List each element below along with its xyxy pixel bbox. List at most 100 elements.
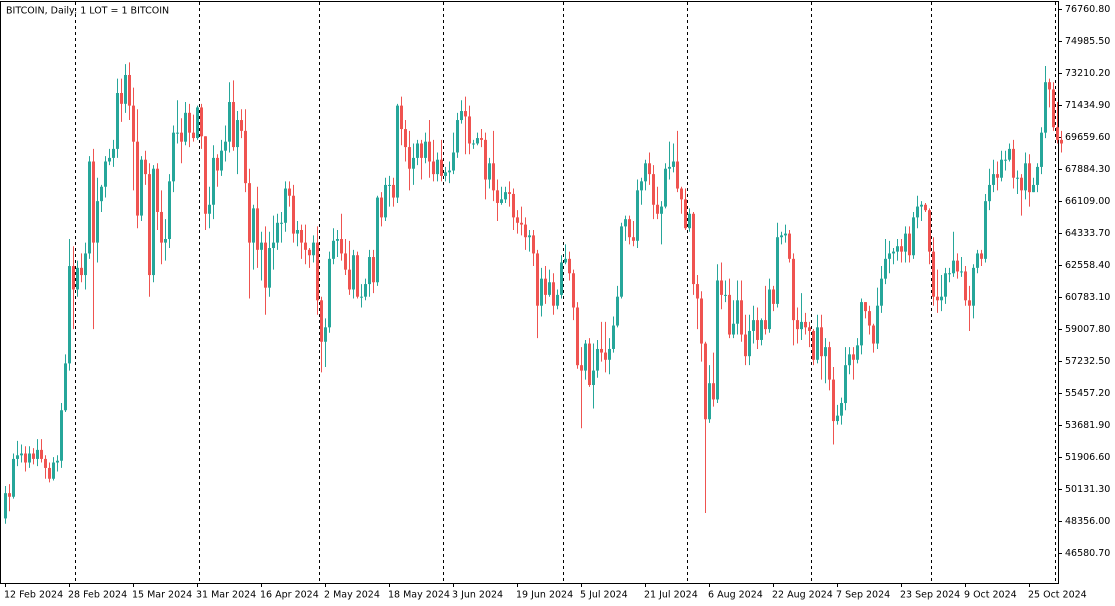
candle-body — [424, 141, 427, 158]
candle-body — [680, 188, 683, 200]
candle-body — [1044, 82, 1047, 133]
candle-body — [368, 257, 371, 285]
x-tick-label: 16 Apr 2024 — [260, 590, 319, 601]
candle-body — [920, 204, 923, 207]
candle-body — [468, 116, 471, 144]
candle-body — [124, 74, 127, 104]
candle-body — [688, 213, 691, 229]
candle-body — [776, 237, 779, 304]
candle-body — [396, 105, 399, 198]
candle-body — [488, 163, 491, 180]
candle-body — [1036, 166, 1039, 185]
candle-body — [484, 139, 487, 180]
candle-body — [600, 348, 603, 353]
candle-body — [928, 210, 931, 252]
candle-body — [720, 280, 723, 295]
candle-body — [440, 159, 443, 176]
candle-body — [704, 343, 707, 420]
x-tick-label: 15 Mar 2024 — [132, 590, 192, 601]
candle-body — [512, 193, 515, 218]
candle-body — [172, 132, 175, 182]
candle-body — [364, 284, 367, 297]
candle-body — [372, 257, 375, 283]
candle-body — [792, 258, 795, 321]
candle-body — [352, 255, 355, 290]
candle-body — [120, 93, 123, 104]
candle-body — [904, 233, 907, 252]
candle-body — [360, 296, 363, 298]
candle-body — [708, 383, 711, 420]
candle-body — [92, 161, 95, 243]
candle-body — [900, 246, 903, 252]
candle-body — [324, 327, 327, 342]
candle-body — [944, 273, 947, 297]
candle-body — [76, 267, 79, 290]
candle-body — [716, 280, 719, 400]
candle-body — [728, 294, 731, 335]
candle-body — [976, 253, 979, 268]
candle-body — [628, 219, 631, 238]
candle-body — [864, 302, 867, 312]
candle-body — [996, 174, 999, 178]
candle-body — [444, 172, 447, 176]
candle-body — [56, 460, 59, 463]
candle-body — [428, 141, 431, 162]
candle-body — [140, 159, 143, 216]
candle-body — [616, 296, 619, 326]
candle-body — [660, 206, 663, 214]
candle-body — [340, 239, 343, 254]
candle-body — [672, 161, 675, 167]
y-tick-label: 73210.20 — [1065, 68, 1110, 79]
candle-body — [1056, 127, 1059, 140]
candle-body — [744, 334, 747, 357]
candle-body — [332, 240, 335, 259]
candle-body — [548, 282, 551, 295]
candle-body — [564, 258, 567, 263]
candle-body — [1032, 184, 1035, 193]
candle-body — [476, 138, 479, 144]
candle-body — [48, 467, 51, 479]
candle-body — [852, 354, 855, 360]
candle-body — [280, 222, 283, 224]
x-tick-label: 19 Jun 2024 — [516, 590, 573, 601]
candle-body — [264, 242, 267, 288]
candle-body — [228, 102, 231, 142]
candle-body — [344, 253, 347, 270]
y-tick-label: 57232.50 — [1065, 356, 1110, 367]
candle-body — [552, 282, 555, 306]
candle-body — [972, 267, 975, 306]
candle-body — [712, 383, 715, 400]
candle-body — [464, 111, 467, 117]
candle-body — [772, 289, 775, 304]
candle-body — [624, 219, 627, 227]
candle-body — [700, 298, 703, 344]
candle-body — [36, 449, 39, 459]
candle-body — [868, 311, 871, 326]
candle-body — [200, 107, 203, 137]
candle-body — [620, 226, 623, 297]
candle-body — [896, 246, 899, 252]
candle-body — [12, 458, 15, 497]
candle-body — [964, 271, 967, 301]
candle-body — [256, 208, 259, 250]
candle-body — [88, 161, 91, 254]
candle-body — [532, 235, 535, 254]
candle-body — [500, 199, 503, 203]
candle-body — [28, 453, 31, 463]
candle-body — [748, 330, 751, 357]
candle-body — [148, 174, 151, 276]
y-tick-label: 60783.10 — [1065, 292, 1110, 303]
candle-body — [60, 410, 63, 461]
candle-body — [588, 343, 591, 386]
y-tick-label: 50131.30 — [1065, 484, 1110, 495]
candle-body — [248, 183, 251, 243]
candle-body — [8, 493, 11, 497]
candle-body — [20, 453, 23, 456]
candle-body — [828, 347, 831, 380]
y-tick-label: 62558.40 — [1065, 260, 1110, 271]
candle-body — [780, 235, 783, 238]
candle-body — [936, 296, 939, 301]
x-tick-label: 25 Oct 2024 — [1028, 590, 1087, 601]
candle-body — [296, 229, 299, 234]
candle-body — [736, 300, 739, 324]
